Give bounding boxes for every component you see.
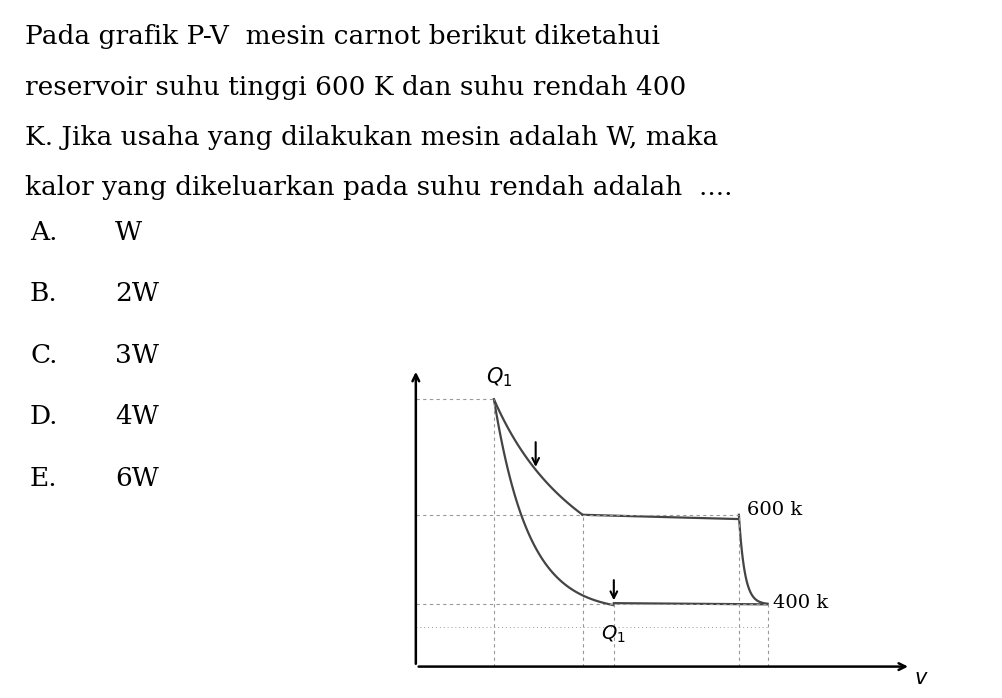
Text: C.: C. bbox=[30, 343, 57, 368]
Text: 600 k: 600 k bbox=[746, 501, 802, 519]
Text: $Q_1$: $Q_1$ bbox=[486, 365, 512, 389]
Text: kalor yang dikeluarkan pada suhu rendah adalah  ....: kalor yang dikeluarkan pada suhu rendah … bbox=[25, 175, 732, 200]
Text: K. Jika usaha yang dilakukan mesin adalah W, maka: K. Jika usaha yang dilakukan mesin adala… bbox=[25, 125, 718, 150]
Text: $Q_1$: $Q_1$ bbox=[601, 624, 626, 646]
Text: reservoir suhu tinggi 600 K dan suhu rendah 400: reservoir suhu tinggi 600 K dan suhu ren… bbox=[25, 75, 686, 100]
Text: 2W: 2W bbox=[115, 281, 159, 306]
Text: Pada grafik P-V  mesin carnot berikut diketahui: Pada grafik P-V mesin carnot berikut dik… bbox=[25, 24, 660, 50]
Text: 3W: 3W bbox=[115, 343, 159, 368]
Text: A.: A. bbox=[30, 220, 57, 245]
Text: 400 k: 400 k bbox=[773, 594, 828, 612]
Text: E.: E. bbox=[30, 466, 58, 491]
Text: $v$: $v$ bbox=[914, 669, 929, 688]
Text: D.: D. bbox=[30, 404, 58, 429]
Text: W: W bbox=[115, 220, 142, 245]
Text: 6W: 6W bbox=[115, 466, 159, 491]
Text: 4W: 4W bbox=[115, 404, 159, 429]
Text: B.: B. bbox=[30, 281, 58, 306]
